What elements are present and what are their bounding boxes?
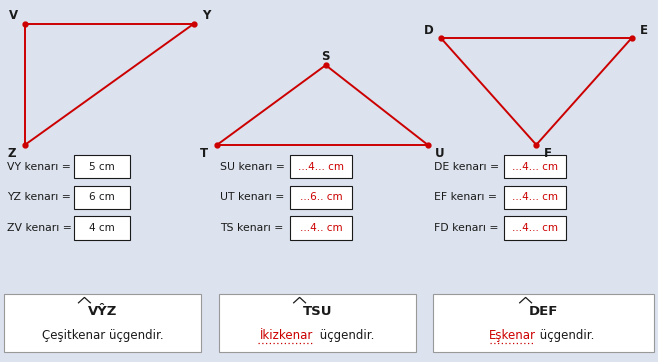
Text: üçgendir.: üçgendir. — [316, 329, 375, 342]
Text: üçgendir.: üçgendir. — [536, 329, 595, 342]
Text: DEF: DEF — [529, 306, 558, 318]
Text: ...4... cm: ...4... cm — [512, 161, 558, 172]
Text: TSU: TSU — [303, 306, 332, 318]
FancyBboxPatch shape — [290, 155, 352, 178]
Text: D: D — [424, 24, 434, 37]
FancyBboxPatch shape — [4, 294, 201, 352]
Text: ...6.. cm: ...6.. cm — [300, 192, 342, 202]
Text: VŶZ: VŶZ — [88, 306, 117, 318]
Text: YZ kenarı =: YZ kenarı = — [7, 192, 70, 202]
Text: UT kenarı =: UT kenarı = — [220, 192, 285, 202]
FancyBboxPatch shape — [74, 216, 130, 240]
Text: ZV kenarı =: ZV kenarı = — [7, 223, 72, 233]
Text: Çeşitkenar üçgendir.: Çeşitkenar üçgendir. — [41, 329, 163, 342]
FancyBboxPatch shape — [290, 186, 352, 209]
Text: V: V — [9, 9, 18, 22]
Text: Z: Z — [8, 147, 16, 160]
Text: İkizkenar: İkizkenar — [259, 329, 313, 342]
Text: VY kenarı =: VY kenarı = — [7, 161, 70, 172]
FancyBboxPatch shape — [504, 155, 566, 178]
Text: 6 cm: 6 cm — [89, 192, 115, 202]
Text: ...4... cm: ...4... cm — [512, 223, 558, 233]
FancyBboxPatch shape — [74, 155, 130, 178]
FancyBboxPatch shape — [504, 216, 566, 240]
Text: DE kenarı =: DE kenarı = — [434, 161, 499, 172]
Text: U: U — [435, 147, 444, 160]
Text: 5 cm: 5 cm — [89, 161, 115, 172]
Text: TS kenarı =: TS kenarı = — [220, 223, 284, 233]
Text: FD kenarı =: FD kenarı = — [434, 223, 499, 233]
Text: E: E — [640, 24, 647, 37]
Text: ...4... cm: ...4... cm — [298, 161, 344, 172]
FancyBboxPatch shape — [219, 294, 416, 352]
Text: T: T — [200, 147, 208, 160]
Text: F: F — [544, 147, 552, 160]
Text: ...4... cm: ...4... cm — [512, 192, 558, 202]
Text: ...4.. cm: ...4.. cm — [300, 223, 342, 233]
Text: Eşkenar: Eşkenar — [489, 329, 536, 342]
FancyBboxPatch shape — [433, 294, 654, 352]
Text: 4 cm: 4 cm — [89, 223, 115, 233]
FancyBboxPatch shape — [74, 186, 130, 209]
Text: EF kenarı =: EF kenarı = — [434, 192, 497, 202]
FancyBboxPatch shape — [290, 216, 352, 240]
Text: SU kenarı =: SU kenarı = — [220, 161, 286, 172]
Text: S: S — [322, 50, 330, 63]
FancyBboxPatch shape — [504, 186, 566, 209]
Text: Y: Y — [202, 9, 210, 22]
